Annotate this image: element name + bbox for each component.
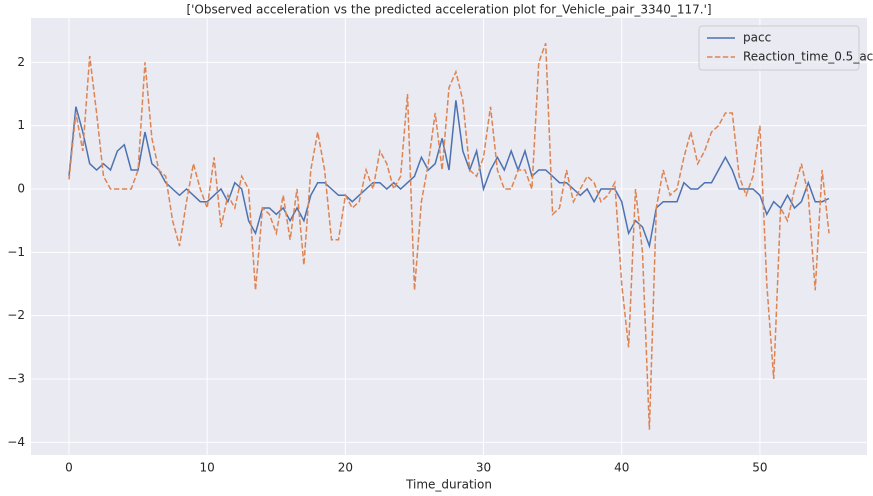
x-tick-label: 10 xyxy=(200,461,215,475)
y-tick-label: 2 xyxy=(17,55,25,69)
x-tick-label: 50 xyxy=(752,461,767,475)
y-tick-label: −3 xyxy=(7,372,25,386)
legend-label: pacc xyxy=(743,31,771,45)
y-tick-label: −1 xyxy=(7,245,25,259)
legend-box xyxy=(698,25,860,71)
x-tick-label: 30 xyxy=(476,461,491,475)
x-tick-label: 0 xyxy=(65,461,73,475)
legend-label: Reaction_time_0.5_acc xyxy=(743,50,873,64)
chart-title: ['Observed acceleration vs the predicted… xyxy=(186,3,711,17)
x-axis-label: Time_duration xyxy=(405,478,492,492)
y-tick-label: −2 xyxy=(7,308,25,322)
series-line xyxy=(68,43,830,430)
series-line xyxy=(68,100,830,249)
y-tick-label: −4 xyxy=(7,435,25,449)
x-tick-label: 20 xyxy=(338,461,353,475)
plot-area xyxy=(31,18,867,455)
y-tick-label: 0 xyxy=(17,182,25,196)
y-tick-label: 1 xyxy=(17,118,25,132)
x-tick-label: 40 xyxy=(614,461,629,475)
